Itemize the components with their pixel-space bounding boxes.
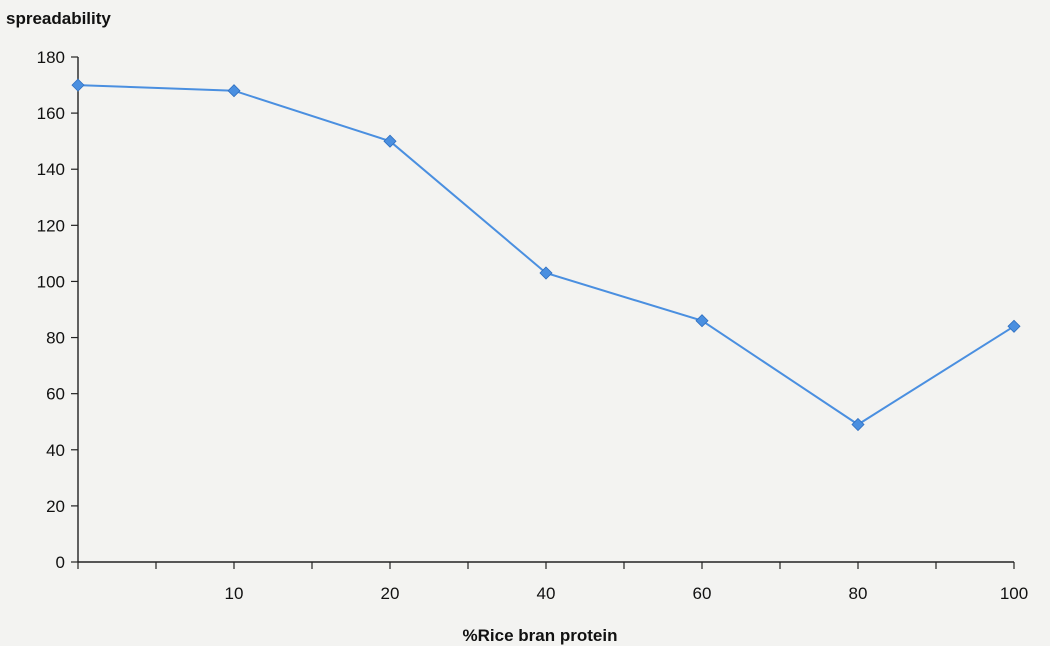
- y-tick-label: 120: [37, 216, 65, 235]
- data-point-marker: [227, 84, 241, 98]
- y-tick-label: 100: [37, 272, 65, 291]
- data-point-marker: [539, 266, 553, 280]
- y-tick-label: 60: [46, 385, 65, 404]
- y-tick-label: 0: [56, 553, 65, 572]
- data-point-marker: [383, 134, 397, 148]
- x-axis-title: %Rice bran protein: [463, 626, 618, 645]
- x-tick-label: 10: [225, 584, 244, 603]
- data-point-marker: [695, 314, 709, 328]
- series-line: [77, 84, 1015, 426]
- x-tick-label: 20: [381, 584, 400, 603]
- data-point-marker: [71, 78, 85, 92]
- x-tick-label: 40: [537, 584, 556, 603]
- x-tick-label: 60: [693, 584, 712, 603]
- data-point-marker: [851, 417, 865, 432]
- y-axis: 0 20 40 60 80 100 120 140 160 180: [37, 48, 79, 572]
- data-point-marker: [1007, 319, 1021, 333]
- y-tick-label: 40: [46, 441, 65, 460]
- y-tick-label: 140: [37, 160, 65, 179]
- y-tick-label: 180: [37, 48, 65, 67]
- x-axis: 10 20 40 60 80 100: [77, 561, 1028, 603]
- y-tick-label: 160: [37, 104, 65, 123]
- x-tick-label: 80: [849, 584, 868, 603]
- y-tick-label: 20: [46, 497, 65, 516]
- y-tick-label: 80: [46, 329, 65, 348]
- series-layer: [71, 78, 1021, 432]
- x-tick-label: 100: [1000, 584, 1028, 603]
- y-axis-title: spreadability: [6, 9, 111, 28]
